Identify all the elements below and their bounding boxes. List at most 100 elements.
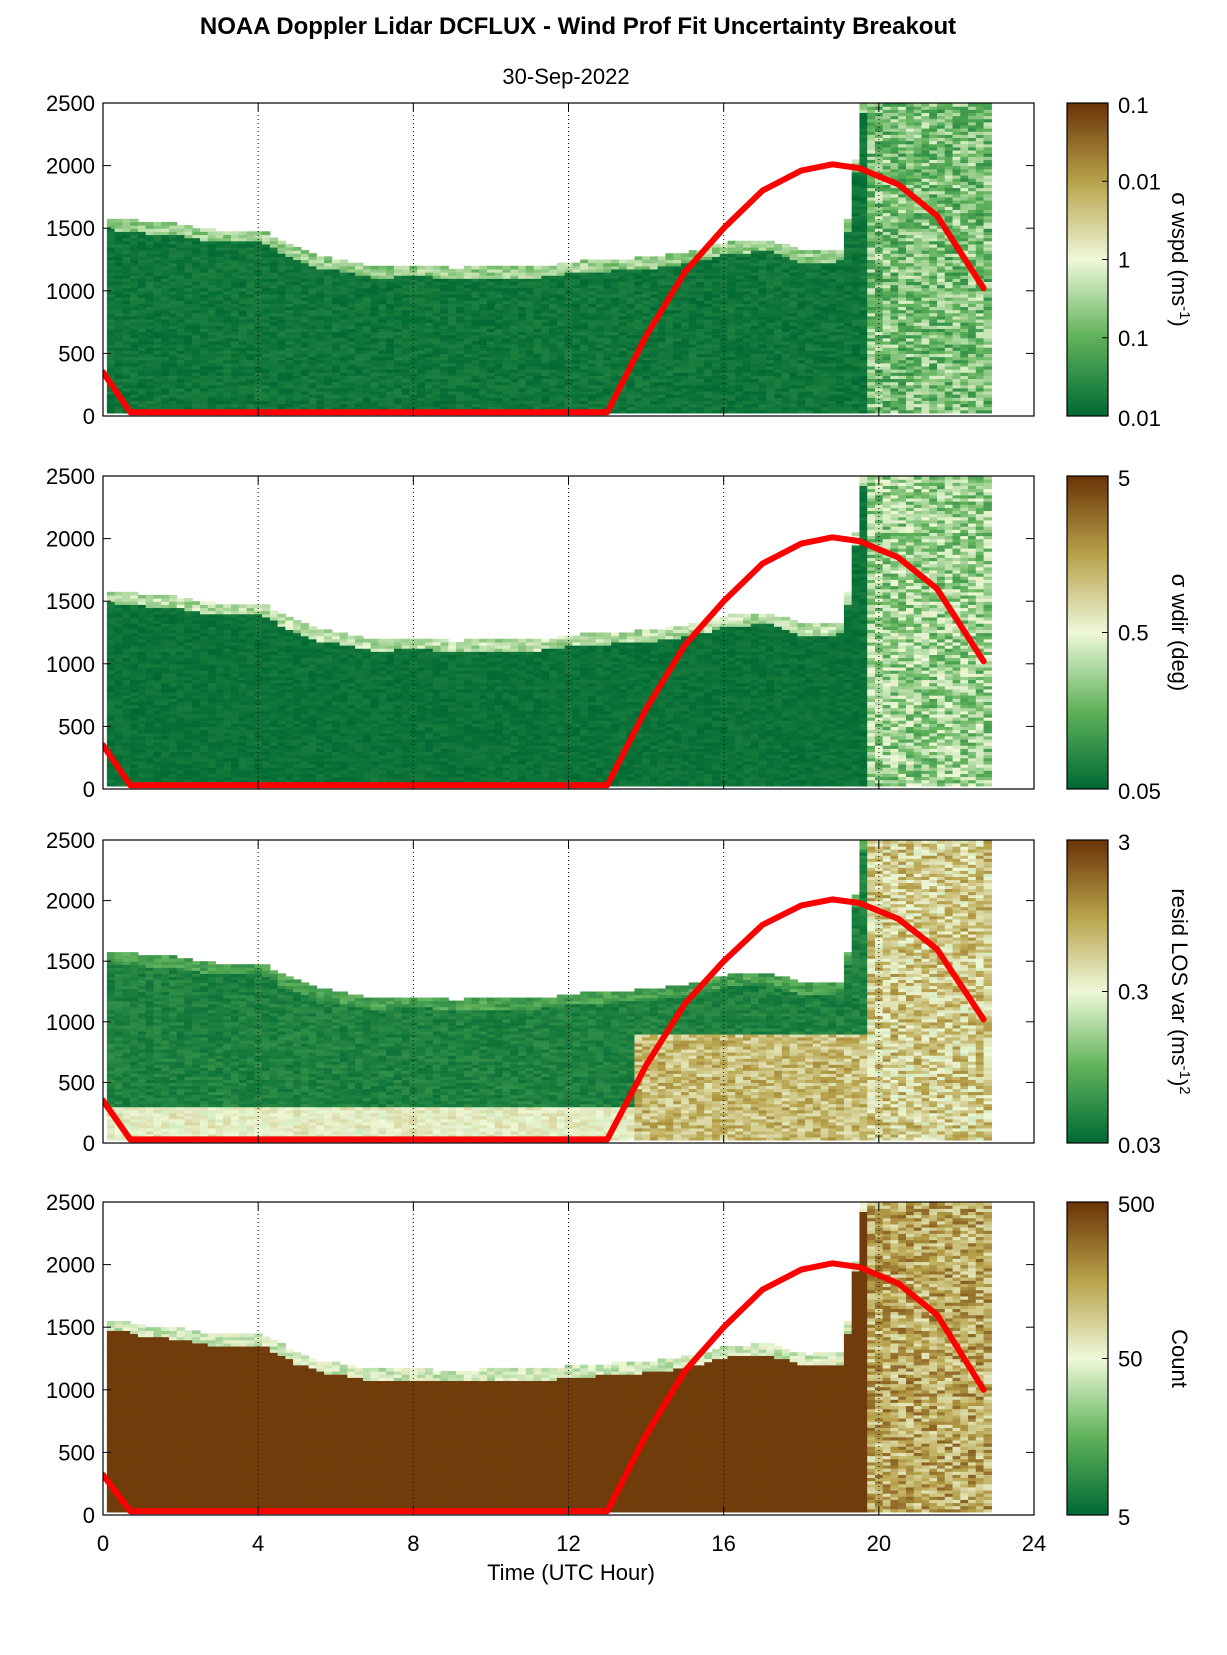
- heatmap-cell: [184, 303, 193, 308]
- heatmap-cell: [300, 250, 310, 254]
- heatmap-cell: [836, 322, 845, 326]
- heatmap-cell: [805, 281, 814, 286]
- heatmap-cell: [192, 253, 201, 257]
- heatmap-cell: [207, 384, 217, 389]
- heatmap-cell: [797, 312, 806, 317]
- heatmap-cell: [456, 328, 465, 333]
- heatmap-cell: [735, 353, 744, 358]
- heatmap-cell: [603, 353, 612, 358]
- heatmap-cell: [665, 256, 674, 261]
- heatmap-cell: [580, 281, 589, 286]
- heatmap-cell: [758, 278, 767, 283]
- heatmap-cell: [789, 272, 798, 276]
- heatmap-cell: [533, 390, 542, 395]
- heatmap-cell: [114, 300, 123, 304]
- heatmap-cell: [114, 400, 123, 405]
- heatmap-cell: [494, 378, 504, 383]
- heatmap-cell: [805, 400, 814, 405]
- heatmap-cell: [556, 337, 566, 342]
- heatmap-cell: [199, 334, 209, 339]
- heatmap-cell: [587, 375, 597, 380]
- heatmap-cell: [781, 250, 791, 254]
- heatmap-cell: [277, 365, 286, 370]
- heatmap-cell: [611, 281, 620, 286]
- heatmap-cell: [362, 297, 372, 301]
- heatmap-cell: [331, 394, 341, 398]
- heatmap-cell: [696, 387, 705, 392]
- heatmap-cell: [347, 372, 356, 376]
- heatmap-cell: [843, 400, 853, 405]
- heatmap-cell: [797, 378, 806, 383]
- heatmap-cell: [719, 259, 729, 264]
- heatmap-cell: [370, 281, 380, 286]
- heatmap-cell: [300, 315, 310, 320]
- heatmap-cell: [114, 353, 123, 358]
- heatmap-cell: [587, 384, 597, 389]
- heatmap-cell: [238, 275, 248, 279]
- heatmap-cell: [316, 265, 325, 270]
- heatmap-cell: [137, 356, 147, 361]
- heatmap-cell: [424, 265, 434, 270]
- heatmap-cell: [269, 306, 279, 311]
- heatmap-cell: [681, 309, 690, 314]
- heatmap-cell: [137, 246, 147, 251]
- heatmap-cell: [781, 287, 791, 292]
- heatmap-cell: [525, 300, 535, 304]
- heatmap-cell: [487, 337, 496, 342]
- heatmap-cell: [417, 278, 426, 283]
- heatmap-cell: [246, 293, 255, 298]
- heatmap-cell: [308, 384, 317, 389]
- heatmap-cell: [564, 334, 573, 339]
- heatmap-cell: [812, 328, 822, 333]
- heatmap-cell: [355, 350, 364, 354]
- heatmap-cell: [192, 243, 201, 248]
- heatmap-cell: [339, 397, 348, 401]
- heatmap-cell: [285, 381, 294, 386]
- heatmap-cell: [642, 387, 651, 392]
- heatmap-cell: [393, 293, 403, 298]
- heatmap-cell: [766, 256, 775, 261]
- heatmap-cell: [122, 272, 131, 276]
- heatmap-cell: [549, 372, 558, 376]
- heatmap-cell: [673, 290, 682, 295]
- heatmap-cell: [440, 290, 449, 295]
- heatmap-cell: [324, 356, 333, 361]
- heatmap-cell: [231, 243, 240, 248]
- heatmap-cell: [176, 406, 186, 411]
- heatmap-cell: [215, 303, 224, 308]
- heatmap-cell: [393, 384, 403, 389]
- heatmap-cell: [145, 372, 155, 376]
- heatmap-cell: [246, 372, 255, 376]
- heatmap-cell: [595, 334, 605, 339]
- heatmap-cell: [409, 375, 418, 380]
- heatmap-cell: [106, 356, 116, 361]
- heatmap-cell: [502, 390, 511, 395]
- heatmap-cell: [704, 300, 713, 304]
- heatmap-cell: [634, 381, 643, 386]
- heatmap-cell: [285, 287, 294, 292]
- heatmap-cell: [743, 328, 752, 333]
- heatmap-cell: [370, 328, 380, 333]
- heatmap-cell: [308, 259, 317, 264]
- heatmap-cell: [122, 344, 131, 348]
- heatmap-cell: [316, 331, 325, 336]
- heatmap-cell: [797, 400, 806, 405]
- heatmap-cell: [231, 275, 240, 279]
- heatmap-cell: [626, 334, 636, 339]
- heatmap-cell: [153, 375, 162, 380]
- heatmap-cell: [153, 237, 162, 242]
- heatmap-cell: [595, 387, 605, 392]
- heatmap-cell: [595, 297, 605, 301]
- heatmap-cell: [393, 328, 403, 333]
- heatmap-cell: [153, 328, 162, 333]
- heatmap-cell: [223, 375, 232, 380]
- heatmap-cell: [758, 275, 767, 279]
- heatmap-cell: [541, 403, 550, 408]
- heatmap-cell: [681, 353, 690, 358]
- heatmap-cell: [471, 290, 480, 295]
- heatmap-cell: [812, 309, 822, 314]
- heatmap-cell: [688, 350, 698, 354]
- heatmap-cell: [440, 406, 449, 411]
- heatmap-cell: [339, 365, 348, 370]
- heatmap-cell: [743, 394, 752, 398]
